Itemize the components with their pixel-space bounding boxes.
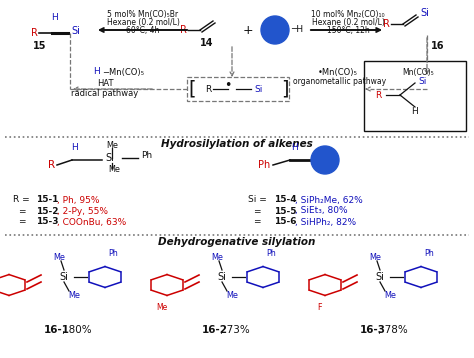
Text: radical pathway: radical pathway — [72, 88, 138, 97]
Text: 15-6: 15-6 — [274, 218, 297, 227]
Text: •: • — [224, 78, 232, 92]
Text: R: R — [383, 19, 390, 29]
Text: Si: Si — [71, 26, 80, 36]
Text: Me: Me — [106, 140, 118, 150]
Text: 15-2: 15-2 — [36, 207, 58, 216]
Text: =: = — [19, 207, 29, 216]
Text: , 2-Py, 55%: , 2-Py, 55% — [57, 207, 108, 216]
Text: R: R — [31, 28, 38, 38]
Text: ]: ] — [281, 79, 289, 98]
Text: Ph: Ph — [141, 151, 152, 160]
Text: Me: Me — [53, 252, 65, 261]
Text: 16-1: 16-1 — [44, 325, 70, 335]
Text: 16-2: 16-2 — [202, 325, 228, 335]
Text: Me: Me — [108, 165, 120, 174]
Text: Ph: Ph — [424, 248, 434, 257]
Text: 15-5: 15-5 — [274, 207, 297, 216]
Text: Ph: Ph — [266, 248, 276, 257]
Text: , 78%: , 78% — [378, 325, 408, 335]
Text: H: H — [52, 14, 58, 23]
Text: Hexane (0.2 mol/L): Hexane (0.2 mol/L) — [107, 18, 180, 26]
Text: 14: 14 — [200, 38, 214, 48]
Text: Me: Me — [384, 290, 396, 300]
Text: =: = — [254, 218, 264, 227]
Text: •Mn(CO)₅: •Mn(CO)₅ — [318, 68, 358, 77]
Text: =: = — [19, 218, 29, 227]
Text: Si: Si — [218, 272, 227, 282]
Text: [: [ — [188, 79, 196, 98]
Text: Dehydrogenative silylation: Dehydrogenative silylation — [158, 237, 316, 247]
Text: −Mn(CO)₅: −Mn(CO)₅ — [102, 68, 144, 77]
Text: Si: Si — [420, 8, 429, 18]
Text: 15-4: 15-4 — [274, 195, 297, 204]
Text: Si: Si — [320, 155, 330, 164]
Text: Ph: Ph — [108, 248, 118, 257]
Text: , SiEt₃, 80%: , SiEt₃, 80% — [295, 207, 347, 216]
Text: R: R — [180, 25, 187, 35]
Text: Me: Me — [156, 304, 168, 313]
Text: Si: Si — [60, 272, 68, 282]
Text: Me: Me — [68, 290, 80, 300]
Text: Ph: Ph — [258, 160, 270, 170]
Text: Hexane (0.2 mol/L): Hexane (0.2 mol/L) — [311, 18, 384, 26]
Text: , 80%: , 80% — [62, 325, 91, 335]
Text: , SiHPh₂, 82%: , SiHPh₂, 82% — [295, 218, 356, 227]
Text: 15-3: 15-3 — [36, 218, 58, 227]
Text: 150°C, 12h: 150°C, 12h — [327, 25, 369, 34]
Text: organometallic pathway: organometallic pathway — [293, 77, 387, 87]
Text: 16: 16 — [431, 41, 445, 51]
Circle shape — [311, 146, 339, 174]
Text: 60°C, 4h: 60°C, 4h — [126, 25, 160, 34]
Text: =: = — [254, 207, 264, 216]
Text: R: R — [205, 84, 211, 93]
Text: , SiPh₂Me, 62%: , SiPh₂Me, 62% — [295, 195, 363, 204]
Text: +: + — [243, 24, 253, 37]
Text: Hydrosilylation of alkenes: Hydrosilylation of alkenes — [161, 139, 313, 149]
Text: H: H — [72, 142, 78, 151]
Text: R: R — [48, 160, 55, 170]
Text: 5 mol% Mn(CO)₅Br: 5 mol% Mn(CO)₅Br — [108, 10, 179, 19]
Text: Si: Si — [375, 272, 384, 282]
Text: Mn(CO)₅: Mn(CO)₅ — [402, 68, 434, 77]
Text: , 73%: , 73% — [220, 325, 250, 335]
Text: 16-3: 16-3 — [360, 325, 386, 335]
Text: HAT: HAT — [97, 78, 113, 87]
Text: R =: R = — [13, 195, 33, 204]
Circle shape — [261, 16, 289, 44]
Text: 15-1: 15-1 — [36, 195, 58, 204]
Text: Me: Me — [369, 252, 381, 261]
Text: , COOnBu, 63%: , COOnBu, 63% — [57, 218, 126, 227]
Text: 10 mol% Mn₂(CO)₁₀: 10 mol% Mn₂(CO)₁₀ — [311, 10, 385, 19]
Text: Me: Me — [226, 290, 238, 300]
Text: F: F — [318, 304, 322, 313]
Text: Si: Si — [270, 25, 280, 34]
Text: H: H — [411, 107, 419, 116]
Text: 15: 15 — [33, 41, 47, 51]
Text: R: R — [375, 91, 381, 100]
Text: Me: Me — [211, 252, 223, 261]
Text: Si =: Si = — [248, 195, 270, 204]
Text: H: H — [93, 68, 100, 77]
Text: , Ph, 95%: , Ph, 95% — [57, 195, 100, 204]
Text: Si: Si — [105, 153, 114, 163]
Text: Si: Si — [254, 84, 263, 93]
Text: ─H: ─H — [291, 25, 303, 34]
Text: H: H — [292, 142, 298, 151]
Text: Si: Si — [418, 77, 427, 86]
